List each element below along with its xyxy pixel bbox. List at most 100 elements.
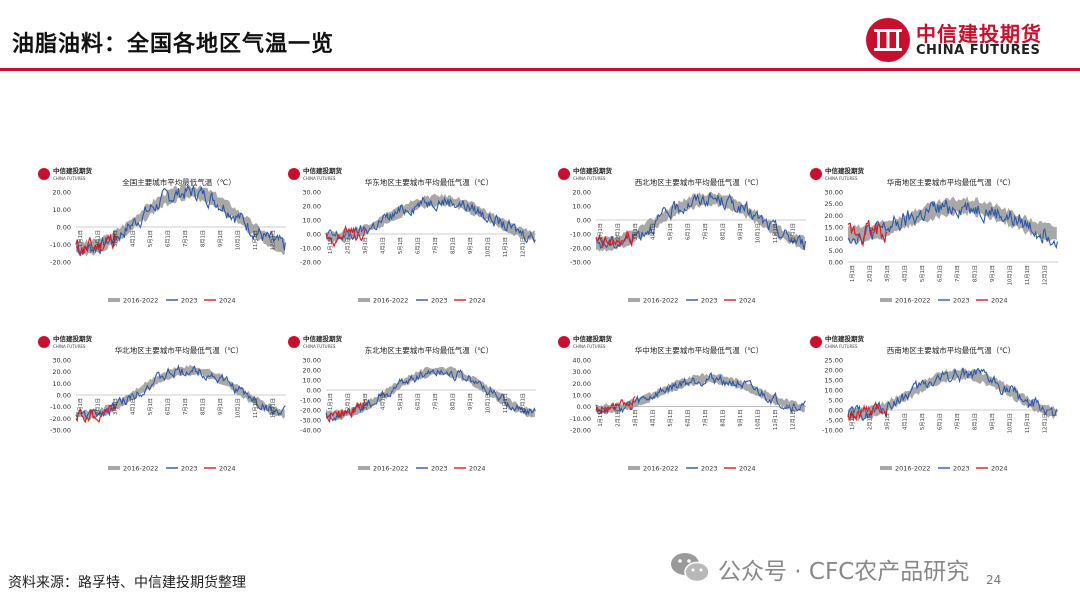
y-tick-label: 30.00 bbox=[302, 189, 321, 197]
chart-panel-central-china: 中信建投期货 CHINA FUTURES 华中地区主要城市平均最低气温（℃） 40.0… bbox=[548, 328, 818, 488]
x-tick-label: 6月1日 bbox=[936, 413, 943, 430]
page-title: 油脂油料：全国各地区气温一览 bbox=[12, 32, 335, 57]
chart-panel-southwest: 中信建投期货 CHINA FUTURES 西南地区主要城市平均最低气温（℃） 25.0… bbox=[800, 328, 1070, 488]
y-tick-label: -10.00 bbox=[822, 427, 843, 435]
x-tick-label: 1月1日 bbox=[77, 398, 84, 415]
legend-2024-label: 2024 bbox=[469, 465, 486, 473]
legend-2023-label: 2023 bbox=[181, 297, 198, 305]
chart-title: 西南地区主要城市平均最低气温（℃） bbox=[887, 345, 1015, 355]
y-tick-label: 20.00 bbox=[824, 212, 843, 220]
x-tick-label: 3月1日 bbox=[112, 398, 119, 415]
mini-logo-cn: 中信建投期货 bbox=[53, 334, 93, 343]
y-tick-label: 0.00 bbox=[577, 217, 591, 225]
x-tick-label: 9月1日 bbox=[467, 393, 474, 410]
x-tick-label: 7月1日 bbox=[182, 398, 189, 415]
mini-logo-en: CHINA FUTURES bbox=[53, 176, 86, 181]
x-tick-label: 1月1日 bbox=[77, 230, 84, 247]
mini-logo-cn: 中信建投期货 bbox=[53, 166, 93, 175]
y-tick-label: 20.00 bbox=[302, 367, 321, 375]
y-tick-label: -5.00 bbox=[826, 417, 843, 425]
chart-panel-east-china: 中信建投期货 CHINA FUTURES 华东地区主要城市平均最低气温（℃） 30.0… bbox=[278, 160, 548, 320]
mini-logo-en: CHINA FUTURES bbox=[53, 344, 86, 349]
y-tick-label: 20.00 bbox=[52, 368, 71, 376]
x-tick-label: 12月1日 bbox=[789, 410, 796, 430]
x-tick-label: 5月1日 bbox=[147, 230, 154, 247]
y-tick-label: 10.00 bbox=[302, 217, 321, 225]
series-2023-line bbox=[595, 371, 806, 415]
x-tick-label: 4月1日 bbox=[649, 223, 656, 240]
y-tick-label: -10.00 bbox=[50, 403, 71, 411]
series-2024-line bbox=[325, 398, 366, 424]
mini-logo-en: CHINA FUTURES bbox=[825, 176, 858, 181]
x-tick-label: 10月1日 bbox=[484, 237, 491, 257]
y-tick-label: 30.00 bbox=[824, 189, 843, 197]
logo-text-cn: 中信建投期货 bbox=[916, 22, 1042, 46]
x-tick-label: 7月1日 bbox=[182, 230, 189, 247]
wechat-icon bbox=[671, 553, 710, 583]
y-tick-label: 0.00 bbox=[57, 392, 71, 400]
mini-logo-emblem-icon bbox=[38, 168, 50, 180]
y-tick-label: 10.00 bbox=[824, 387, 843, 395]
x-tick-label: 2月1日 bbox=[94, 398, 101, 415]
y-tick-label: 10.00 bbox=[302, 377, 321, 385]
legend-2023-label: 2023 bbox=[701, 465, 718, 473]
x-tick-label: 10月1日 bbox=[484, 393, 491, 413]
mini-logo-emblem-icon bbox=[288, 336, 300, 348]
x-tick-label: 11月1日 bbox=[1024, 413, 1031, 433]
x-tick-label: 3月1日 bbox=[632, 410, 639, 427]
series-2024-line bbox=[847, 401, 888, 422]
chart-panel-national: 中信建投期货 CHINA FUTURES 全国主要城市平均最低气温（℃） 20.00 1… bbox=[28, 160, 298, 320]
y-tick-label: 20.00 bbox=[824, 367, 843, 375]
x-tick-label: 11月1日 bbox=[502, 237, 509, 257]
x-tick-label: 4月1日 bbox=[129, 398, 136, 415]
x-tick-label: 8月1日 bbox=[199, 398, 206, 415]
legend-2016-2022-label: 2016-2022 bbox=[123, 297, 158, 305]
x-tick-label: 12月1日 bbox=[269, 230, 276, 250]
x-tick-label: 7月1日 bbox=[432, 237, 439, 254]
page-number: 24 bbox=[986, 573, 1002, 587]
x-tick-label: 9月1日 bbox=[989, 413, 996, 430]
x-tick-label: 2月1日 bbox=[614, 410, 621, 427]
x-tick-label: 7月1日 bbox=[954, 265, 961, 282]
x-tick-label: 3月1日 bbox=[632, 223, 639, 240]
x-tick-label: 11月1日 bbox=[252, 398, 259, 418]
legend-2016-2022-label: 2016-2022 bbox=[373, 297, 408, 305]
x-tick-label: 10月1日 bbox=[1006, 265, 1013, 285]
chart-title: 华北地区主要城市平均最低气温（℃） bbox=[115, 345, 243, 355]
legend-2023-label: 2023 bbox=[431, 297, 448, 305]
x-tick-label: 9月1日 bbox=[737, 410, 744, 427]
y-tick-label: -30.00 bbox=[300, 417, 321, 425]
series-2016-2022-band bbox=[596, 373, 805, 415]
x-tick-label: 4月1日 bbox=[379, 393, 386, 410]
x-tick-label: 1月1日 bbox=[597, 223, 604, 240]
x-tick-label: 1月1日 bbox=[327, 393, 334, 410]
y-tick-label: -20.00 bbox=[300, 407, 321, 415]
x-tick-label: 9月1日 bbox=[217, 230, 224, 247]
x-tick-label: 1月1日 bbox=[327, 237, 334, 254]
series-2024-line bbox=[847, 220, 888, 248]
chart-title: 东北地区主要城市平均最低气温（℃） bbox=[365, 345, 493, 355]
x-tick-label: 8月1日 bbox=[971, 413, 978, 430]
series-2023-line bbox=[325, 368, 536, 422]
y-tick-label: 20.00 bbox=[572, 189, 591, 197]
x-tick-label: 11月1日 bbox=[252, 230, 259, 250]
mini-logo-emblem-icon bbox=[558, 336, 570, 348]
series-2024-line bbox=[75, 403, 116, 424]
x-tick-label: 6月1日 bbox=[164, 230, 171, 247]
chart-panel-northeast: 中信建投期货 CHINA FUTURES 东北地区主要城市平均最低气温（℃） 30.0… bbox=[278, 328, 548, 488]
x-tick-label: 8月1日 bbox=[719, 410, 726, 427]
y-tick-label: 15.00 bbox=[824, 377, 843, 385]
x-tick-label: 11月1日 bbox=[1024, 265, 1031, 285]
x-tick-label: 10月1日 bbox=[754, 410, 761, 430]
x-tick-label: 5月1日 bbox=[667, 223, 674, 240]
y-tick-label: -20.00 bbox=[50, 259, 71, 267]
y-tick-label: 0.00 bbox=[829, 259, 843, 267]
